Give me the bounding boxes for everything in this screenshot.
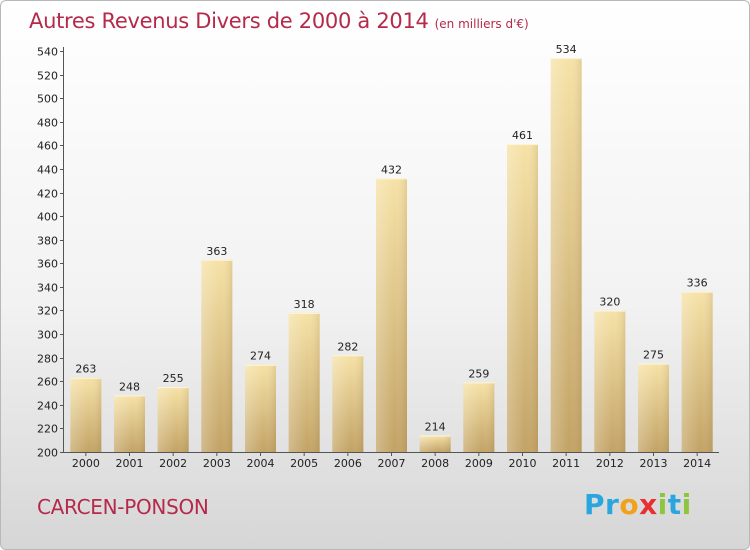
y-tick-label: 320 <box>37 305 58 318</box>
x-tick-label: 2014 <box>683 457 711 470</box>
y-tick-label: 500 <box>37 93 58 106</box>
bar-shading <box>594 310 626 452</box>
bar-shading <box>681 291 713 452</box>
y-tick-label: 240 <box>37 400 58 413</box>
bar-value-label: 214 <box>425 420 446 433</box>
bar-shading <box>157 387 189 452</box>
logo-letter: i <box>657 488 668 521</box>
logo-letter: P <box>584 488 606 521</box>
y-tick-label: 520 <box>37 70 58 83</box>
bar-value-label: 275 <box>643 349 664 362</box>
bar-shading <box>507 144 538 452</box>
bar-shading <box>638 363 669 452</box>
x-tick-label: 2011 <box>552 457 580 470</box>
bar-value-label: 282 <box>337 340 358 353</box>
bar-value-label: 461 <box>512 129 533 142</box>
bar-value-label: 534 <box>556 43 577 56</box>
x-tick-label: 2009 <box>465 457 493 470</box>
y-tick-label: 300 <box>37 329 58 342</box>
x-tick-label: 2012 <box>596 457 624 470</box>
chart-axes: 200 220 240 260 280 300 320 340 360 380 400 420 440 4… <box>37 46 719 470</box>
bar-value-label: 336 <box>687 277 708 290</box>
y-tick-label: 480 <box>37 117 58 130</box>
y-tick-label: 380 <box>37 235 58 248</box>
x-tick-label: 2004 <box>247 457 275 470</box>
bar-shading <box>245 364 276 452</box>
logo-letter: x <box>639 488 658 521</box>
chart-title-main: Autres Revenus Divers de 2000 à 2014 <box>29 9 429 33</box>
bar-value-label: 320 <box>599 295 620 308</box>
x-tick-label: 2002 <box>159 457 187 470</box>
bar-value-label: 248 <box>119 380 140 393</box>
y-tick-label: 540 <box>37 46 58 59</box>
logo-letter: r <box>605 488 620 521</box>
chart-title: Autres Revenus Divers de 2000 à 2014 (en … <box>29 9 529 33</box>
x-tick-label: 2007 <box>378 457 406 470</box>
x-tick-label: 2001 <box>116 457 144 470</box>
y-tick-label: 400 <box>37 211 58 224</box>
y-tick-label: 360 <box>37 258 58 271</box>
bar-value-label: 318 <box>294 298 315 311</box>
bar-shading <box>550 58 582 452</box>
bar-value-label: 263 <box>75 363 96 376</box>
logo-letter: t <box>667 488 682 521</box>
bar-shading <box>201 259 233 452</box>
y-tick-label: 420 <box>37 188 58 201</box>
proxiti-logo: Proxiti <box>584 488 692 521</box>
bar-shading <box>114 395 145 452</box>
chart-bars <box>70 58 713 452</box>
logo-letter: i <box>681 488 692 521</box>
chart-title-unit: (en milliers d'€) <box>434 17 529 31</box>
bar-value-label: 363 <box>206 245 227 258</box>
bar-value-label: 259 <box>468 367 489 380</box>
y-tick-label: 280 <box>37 353 58 366</box>
y-tick-label: 220 <box>37 423 58 436</box>
bar-shading <box>463 382 495 452</box>
logo-letter: o <box>619 488 640 521</box>
bar-value-label: 274 <box>250 350 271 363</box>
y-tick-label: 460 <box>37 140 58 153</box>
x-tick-label: 2005 <box>290 457 318 470</box>
y-tick-label: 260 <box>37 376 58 389</box>
x-tick-label: 2006 <box>334 457 362 470</box>
bar-shading <box>376 178 407 452</box>
x-tick-label: 2013 <box>640 457 668 470</box>
bar-value-label: 255 <box>163 372 184 385</box>
bar-value-label: 432 <box>381 163 402 176</box>
bar-shading <box>419 435 451 452</box>
x-tick-label: 2000 <box>72 457 100 470</box>
x-tick-label: 2008 <box>421 457 449 470</box>
y-tick-label: 200 <box>37 447 58 460</box>
x-tick-label: 2003 <box>203 457 231 470</box>
bar-shading <box>70 377 102 452</box>
bar-shading <box>288 312 320 452</box>
location-name: CARCEN-PONSON <box>37 495 209 519</box>
y-tick-label: 340 <box>37 282 58 295</box>
y-tick-label: 440 <box>37 164 58 177</box>
bar-shading <box>332 355 364 452</box>
chart-value-labels: 263 248 255 363 274 318 282 432 214 259 461 534 320 2… <box>75 43 707 433</box>
x-tick-label: 2010 <box>509 457 537 470</box>
